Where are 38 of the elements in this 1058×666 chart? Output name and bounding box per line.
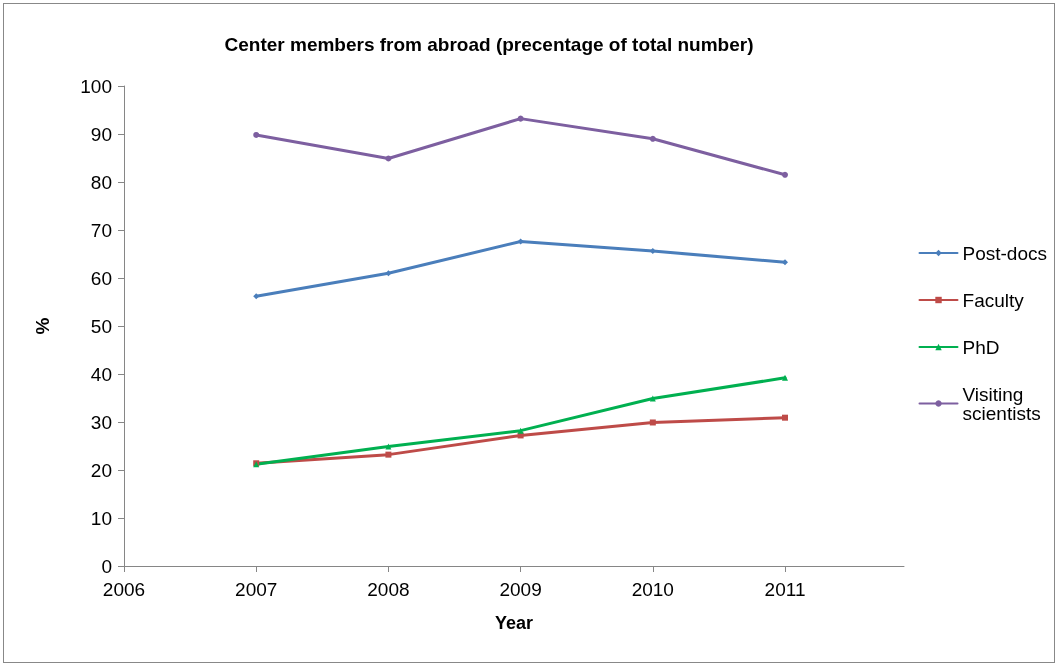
- legend-label: Post-docs: [962, 242, 1047, 264]
- point: [517, 115, 524, 122]
- y-tick-label: 60: [90, 267, 112, 289]
- point: [782, 414, 789, 421]
- point: [649, 419, 656, 426]
- point: [517, 427, 524, 434]
- chart-title: Center members from abroad (precentage of total number): [224, 34, 754, 55]
- x-tick-label: 2011: [764, 579, 806, 600]
- point: [385, 451, 392, 458]
- y-tick-label: 80: [90, 171, 112, 193]
- x-tick-label: 2009: [499, 579, 542, 600]
- point: [782, 374, 789, 381]
- y-tick-label: 20: [90, 459, 112, 481]
- y-tick-label: 40: [90, 363, 112, 385]
- point: [517, 238, 524, 245]
- legend-label: PhD: [962, 336, 1000, 358]
- legend-label: Visiting scientists: [962, 383, 1041, 424]
- point: [649, 135, 656, 142]
- y-tick-label: 70: [90, 219, 112, 241]
- y-tick-label: 0: [101, 555, 112, 577]
- x-tick-label: 2010: [631, 579, 674, 600]
- point: [782, 171, 789, 178]
- point: [253, 293, 260, 300]
- point: [385, 270, 392, 277]
- y-tick-label: 30: [90, 411, 112, 433]
- y-tick-label: 100: [80, 75, 112, 97]
- point: [782, 259, 789, 266]
- legend-label: Faculty: [962, 289, 1025, 311]
- y-tick-label: 50: [90, 315, 112, 337]
- y-axis-title: %: [32, 317, 53, 335]
- x-tick-label: 2008: [367, 579, 410, 600]
- x-axis-title: Year: [494, 613, 534, 633]
- y-tick-label: 10: [90, 507, 112, 529]
- x-tick-label: 2007: [235, 579, 278, 600]
- y-tick-label: 90: [90, 123, 112, 145]
- x-tick-label: 2006: [102, 579, 146, 600]
- point: [253, 131, 260, 138]
- point: [385, 155, 392, 162]
